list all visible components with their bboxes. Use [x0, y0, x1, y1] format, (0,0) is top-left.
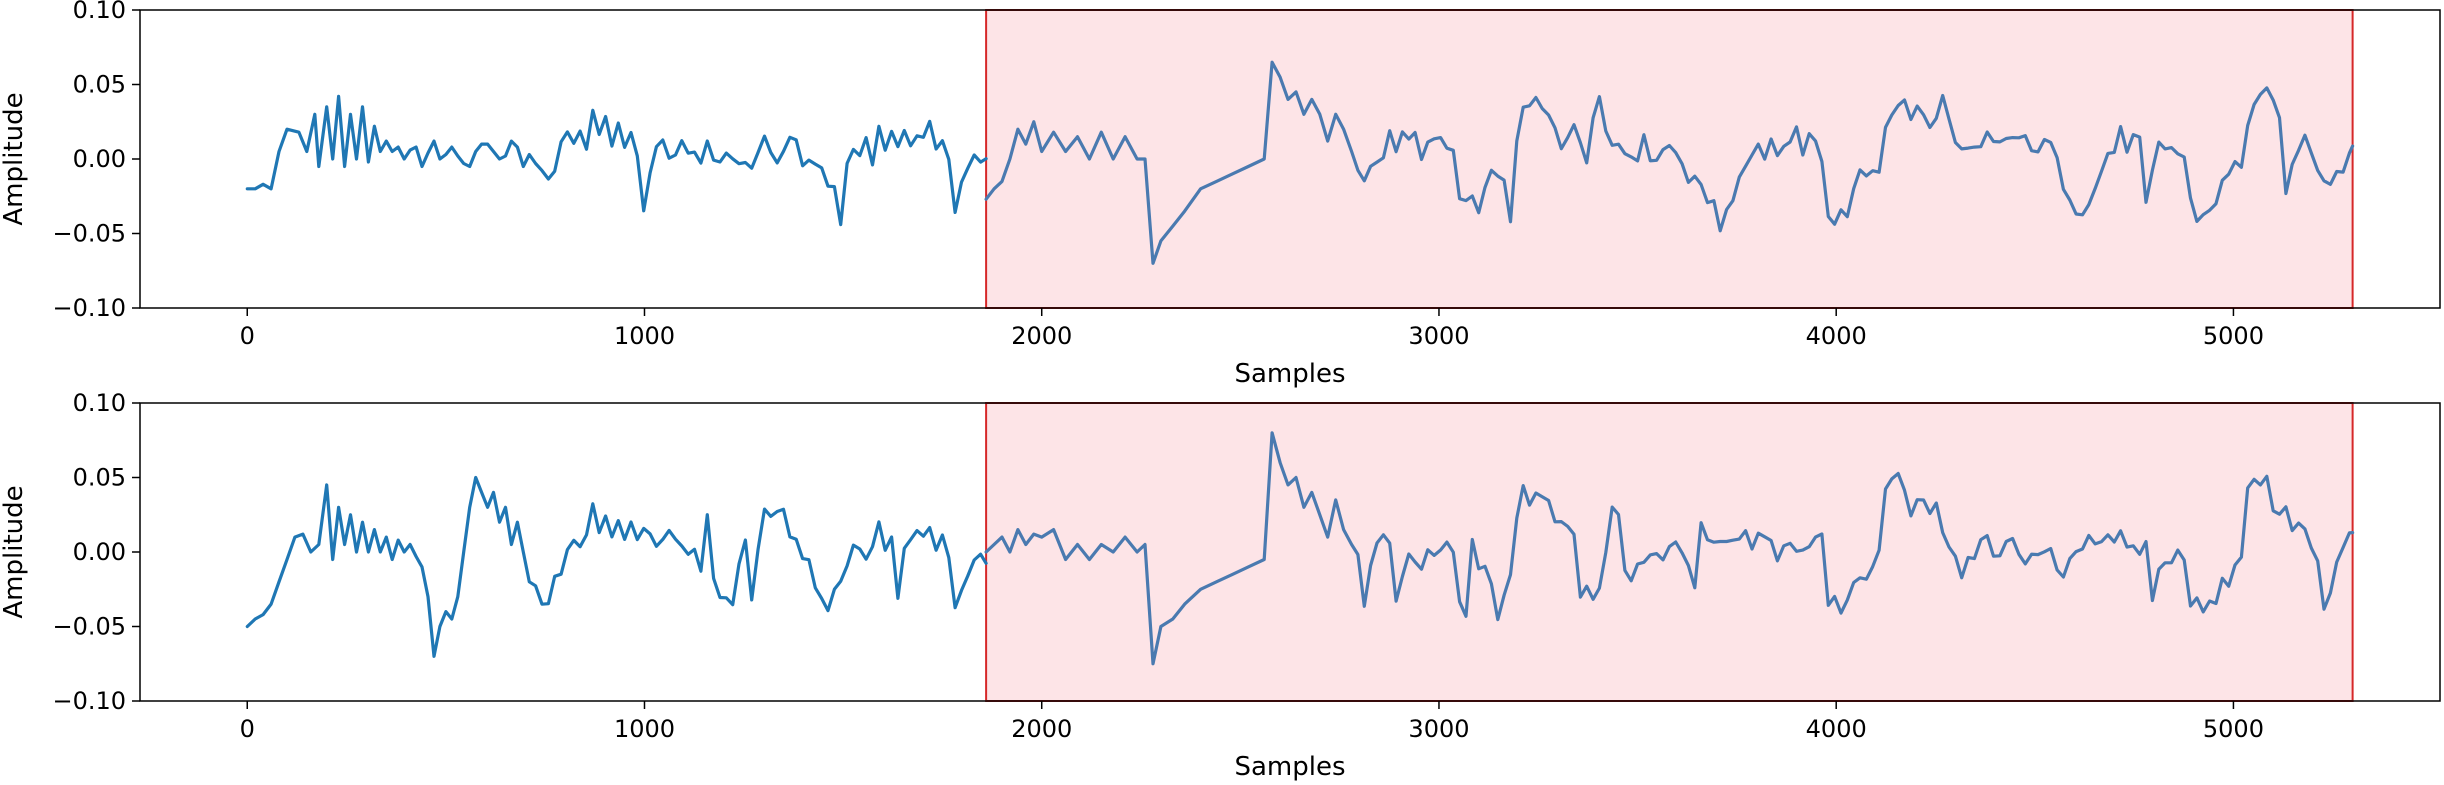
highlight-region — [985, 402, 2354, 702]
y-tick-label: 0.05 — [73, 464, 126, 492]
y-tick-label: 0.00 — [73, 538, 126, 566]
y-tick-label: 0.10 — [73, 389, 126, 417]
y-axis-label: Amplitude — [0, 92, 29, 225]
y-tick-label: −0.05 — [52, 613, 126, 641]
series-line-2 — [984, 431, 2355, 666]
x-tick-label: 0 — [240, 715, 255, 743]
x-tick-label: 1000 — [614, 715, 675, 743]
chart-panel-1: 0 1000 2000 3000 4000 5000 −0.10 −0.05 0.00 0.05 0… — [0, 0, 2441, 389]
highlight-region — [985, 9, 2354, 309]
y-tick-label: 0.05 — [73, 71, 126, 99]
x-tick-label: 0 — [240, 322, 255, 350]
y-tick-label: −0.05 — [52, 220, 126, 248]
x-tick-label: 2000 — [1011, 322, 1072, 350]
x-tick-label: 3000 — [1408, 322, 1469, 350]
x-tick-label: 1000 — [614, 322, 675, 350]
series-line-2 — [984, 60, 2355, 265]
x-tick-label: 5000 — [2203, 715, 2264, 743]
series-line-1 — [245, 475, 988, 658]
chart-panel-2: 0 1000 2000 3000 4000 5000 −0.10 −0.05 0.00 0.05 0… — [0, 389, 2441, 782]
x-axis-label: Samples — [1234, 752, 1345, 782]
x-tick-label: 2000 — [1011, 715, 1072, 743]
y-tick-label: 0.00 — [73, 145, 126, 173]
series-line-1 — [245, 94, 988, 227]
x-tick-label: 3000 — [1408, 715, 1469, 743]
y-tick-label: 0.10 — [73, 0, 126, 24]
x-tick-label: 5000 — [2203, 322, 2264, 350]
y-tick-label: −0.10 — [52, 687, 126, 715]
y-tick-label: −0.10 — [52, 294, 126, 322]
x-tick-label: 4000 — [1806, 715, 1867, 743]
x-tick-label: 4000 — [1806, 322, 1867, 350]
x-axis-label: Samples — [1234, 359, 1345, 389]
y-axis-label: Amplitude — [0, 485, 29, 618]
